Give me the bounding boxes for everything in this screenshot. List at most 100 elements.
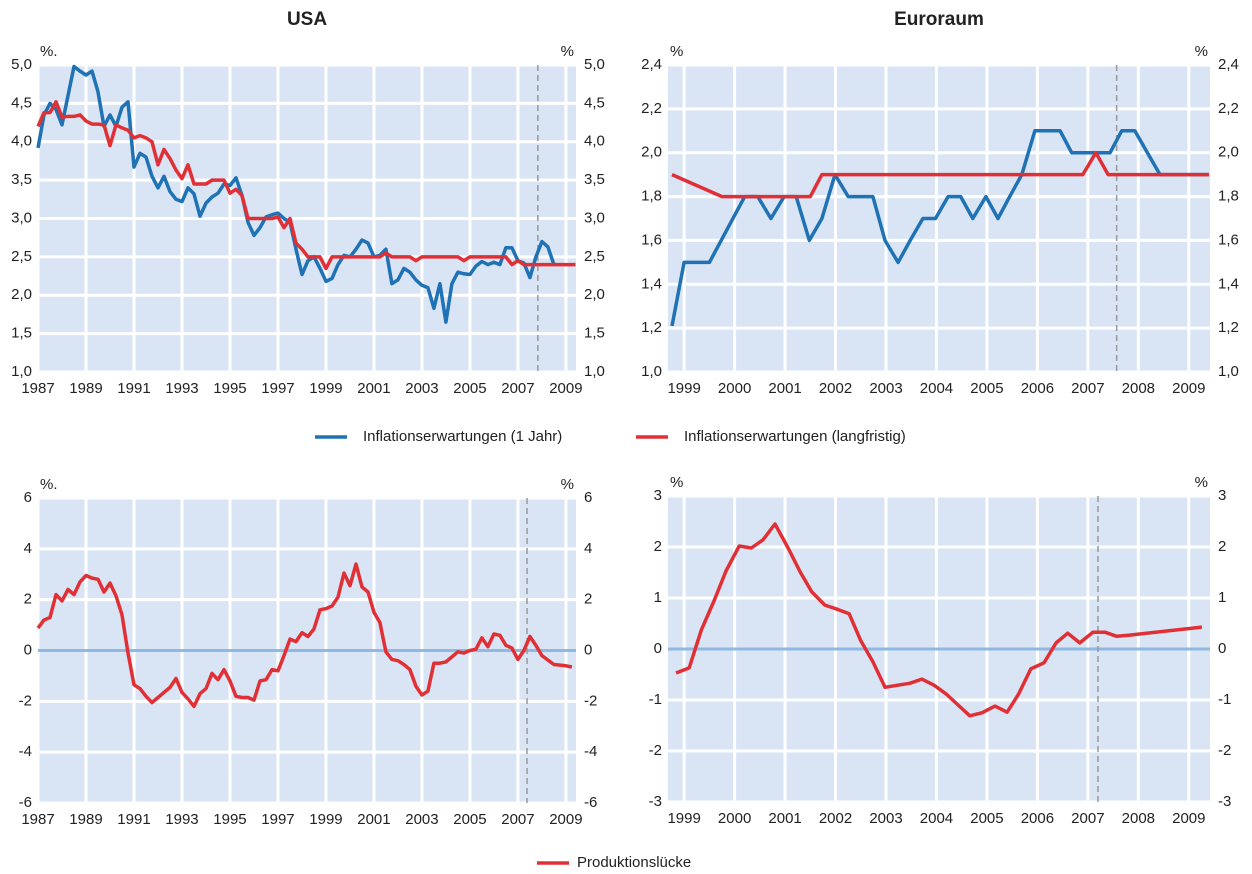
x-tick-label: 2006 — [1021, 810, 1054, 827]
x-tick-label: 2002 — [819, 810, 852, 827]
y-tick-label: 1,5 — [11, 325, 32, 342]
y-tick-label: 2,4 — [641, 56, 662, 73]
y-tick-label: 1,4 — [641, 275, 662, 292]
y-tick-label: 0 — [654, 640, 662, 657]
y-tick-label: 1,6 — [641, 231, 662, 248]
y2-tick-label: 0 — [584, 641, 592, 658]
series-line — [671, 150, 1209, 199]
y2-tick-label: 1,0 — [584, 363, 605, 380]
y-tick-label: 1,8 — [641, 188, 662, 205]
x-tick-label: 2000 — [718, 380, 751, 397]
y2-tick-label: 4 — [584, 540, 592, 557]
x-tick-label: 1993 — [165, 811, 198, 828]
x-tick-label: 2006 — [1021, 380, 1054, 397]
x-tick-label: 2004 — [920, 380, 953, 397]
x-tick-label: 1987 — [21, 811, 54, 828]
x-tick-label: 2001 — [768, 380, 801, 397]
y2-tick-label: 4,0 — [584, 133, 605, 150]
series-line — [36, 100, 576, 271]
y-unit-right: % — [1195, 43, 1208, 60]
x-tick-label: 2009 — [549, 811, 582, 828]
series-line — [675, 522, 1203, 718]
y-tick-label: 1,0 — [11, 363, 32, 380]
x-tick-label: 1997 — [261, 380, 294, 397]
x-tick-label: 1991 — [117, 380, 150, 397]
y-tick-label: 2 — [654, 538, 662, 555]
legend-label: Produktionslücke — [577, 854, 691, 871]
y2-tick-label: 1,8 — [1218, 188, 1239, 205]
plot-area — [668, 65, 1210, 372]
y2-tick-label: -6 — [584, 794, 597, 811]
x-tick-label: 2007 — [1071, 380, 1104, 397]
x-tick-label: 2007 — [501, 380, 534, 397]
x-tick-label: 2003 — [405, 380, 438, 397]
y2-tick-label: -3 — [1218, 793, 1231, 810]
y-tick-label: 1,0 — [641, 363, 662, 380]
y-unit-left: %. — [40, 43, 58, 60]
y-tick-label: -2 — [649, 742, 662, 759]
x-tick-label: 2005 — [453, 380, 486, 397]
series-line — [36, 64, 556, 324]
y-tick-label: -2 — [19, 692, 32, 709]
y2-tick-label: 1 — [1218, 589, 1226, 606]
y-unit-right: % — [561, 43, 574, 60]
x-tick-label: 2001 — [768, 810, 801, 827]
x-tick-label: 2005 — [453, 811, 486, 828]
x-tick-label: 2009 — [1172, 810, 1205, 827]
chart-panel: USA%. % 1,0 1,0 1,5 1,5 2,0 2,0 2,5 2,5 3,0 3,0 3,5 3… — [11, 9, 605, 397]
y2-tick-label: 2 — [584, 591, 592, 608]
x-tick-label: 1989 — [69, 811, 102, 828]
y2-tick-label: 2,0 — [584, 286, 605, 303]
y2-tick-label: 3,0 — [584, 209, 605, 226]
legend-label: Inflationserwartungen (langfristig) — [684, 428, 906, 445]
y-tick-label: 4,5 — [11, 94, 32, 111]
chart-title: Euroraum — [894, 9, 984, 30]
y-unit-left: % — [670, 474, 683, 491]
x-tick-label: 2003 — [405, 811, 438, 828]
y2-tick-label: 6 — [584, 489, 592, 506]
y-unit-left: %. — [40, 476, 58, 493]
y-tick-label: -1 — [649, 691, 662, 708]
y2-tick-label: 5,0 — [584, 56, 605, 73]
x-tick-label: 1999 — [309, 380, 342, 397]
y-tick-label: -4 — [19, 743, 32, 760]
chart-title: USA — [287, 9, 327, 30]
x-tick-label: 2004 — [920, 810, 953, 827]
chart-panel: %. % -6 -6 -4 -4 -2 -2 0 0 2 2 4 4 6 6 1987 1989 1991 1993 1… — [19, 476, 598, 828]
y-tick-label: 2 — [24, 591, 32, 608]
x-tick-label: 2009 — [1172, 380, 1205, 397]
x-tick-label: 1999 — [667, 810, 700, 827]
x-tick-label: 2003 — [869, 810, 902, 827]
y2-tick-label: 1,2 — [1218, 319, 1239, 336]
x-tick-label: 1999 — [667, 380, 700, 397]
y2-tick-label: -1 — [1218, 691, 1231, 708]
x-tick-label: 2005 — [970, 380, 1003, 397]
x-tick-label: 2008 — [1122, 810, 1155, 827]
x-tick-label: 2008 — [1122, 380, 1155, 397]
y-tick-label: 1 — [654, 589, 662, 606]
y2-tick-label: 1,4 — [1218, 275, 1239, 292]
y-tick-label: 3,5 — [11, 171, 32, 188]
x-tick-label: 1991 — [117, 811, 150, 828]
x-tick-label: 2001 — [357, 811, 390, 828]
x-tick-label: 2002 — [819, 380, 852, 397]
legend-label: Inflationserwartungen (1 Jahr) — [363, 428, 562, 445]
y-tick-label: 6 — [24, 489, 32, 506]
x-tick-label: 1989 — [69, 380, 102, 397]
y-tick-label: 4,0 — [11, 133, 32, 150]
y-tick-label: 2,0 — [641, 144, 662, 161]
x-tick-label: 2007 — [501, 811, 534, 828]
y2-tick-label: -2 — [584, 692, 597, 709]
y-unit-right: % — [561, 476, 574, 493]
y-tick-label: 2,2 — [641, 100, 662, 117]
y-tick-label: 3 — [654, 487, 662, 504]
y2-tick-label: 2,2 — [1218, 100, 1239, 117]
y-tick-label: 5,0 — [11, 56, 32, 73]
y2-tick-label: 2,5 — [584, 248, 605, 265]
x-tick-label: 2007 — [1071, 810, 1104, 827]
y2-tick-label: 0 — [1218, 640, 1226, 657]
series-line — [670, 129, 1209, 327]
y2-tick-label: 1,5 — [584, 325, 605, 342]
y-tick-label: 2,5 — [11, 248, 32, 265]
